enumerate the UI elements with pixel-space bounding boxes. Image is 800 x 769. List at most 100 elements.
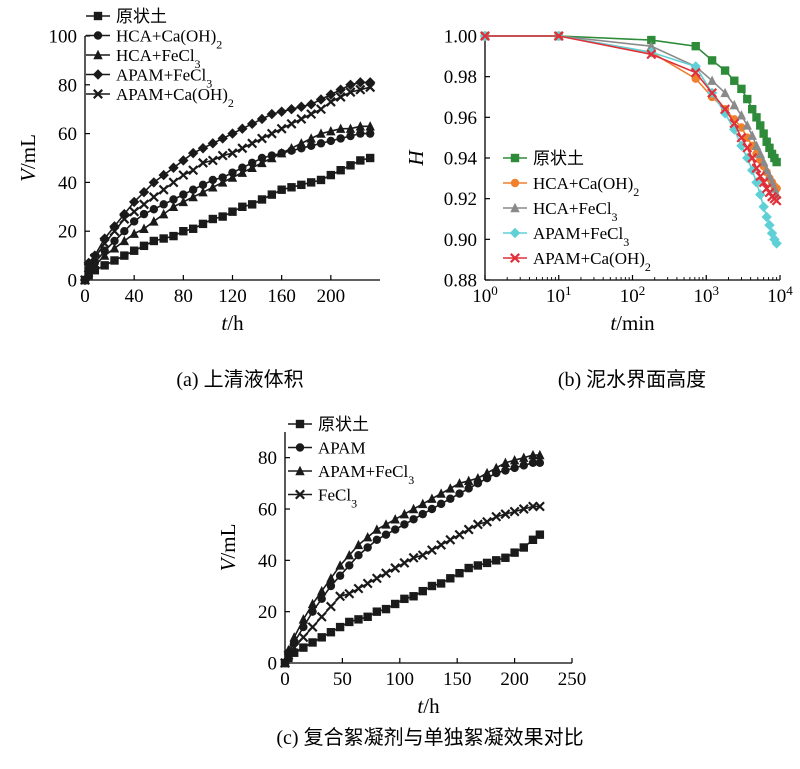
panel-a-series-2	[80, 129, 375, 285]
panel-a-series-4-point	[276, 106, 287, 117]
panel-b-series-4-point	[736, 140, 747, 151]
panel-a-series-5-point	[99, 238, 110, 249]
panel-b-series-3-point	[751, 140, 762, 150]
panel-c-series-2-point	[372, 535, 382, 544]
panel-c-series-1-point	[510, 548, 519, 557]
panel-a-series-3-point	[119, 235, 130, 246]
panel-b-series-1	[480, 31, 781, 167]
panel-a-series-5-point	[119, 214, 130, 224]
panel-b-y-tick-label: 1.00	[444, 27, 477, 48]
panel-a-legend-item: APAM+Ca(OH)2	[86, 85, 234, 110]
panel-a-series-3-point	[208, 182, 218, 192]
panel-b-legend-item: APAM+FeCl3	[503, 224, 629, 249]
panel-b-series-4-point	[771, 238, 782, 249]
panel-b-chart: 100 101 102 103 104 0.88 0.90 0.92 0.94 0.96 0.98 1…	[404, 27, 793, 392]
panel-c-series-4-point	[472, 519, 483, 530]
panel-a-legend-label: APAM+FeCl3	[116, 66, 212, 91]
panel-c-legend-label: APAM	[318, 439, 366, 458]
panel-b-series-1-line	[485, 35, 778, 163]
panel-b-series-4-point	[769, 234, 780, 245]
panel-a-y-tick-label: 60	[58, 124, 77, 145]
panel-c-series-4-point	[362, 578, 373, 589]
panel-a-series-4-point	[148, 177, 160, 188]
panel-a-series-3-point	[178, 196, 189, 207]
panel-a-series-5-point	[306, 109, 317, 120]
panel-a-series-2-point	[346, 131, 355, 141]
panel-a-legend-item: HCA+FeCl3	[86, 46, 201, 71]
panel-a-series-4-point	[355, 77, 366, 88]
panel-c-series-1-point	[436, 579, 446, 588]
panel-a-series-4-point	[197, 143, 209, 154]
panel-c-series-1-point	[317, 633, 326, 642]
panel-b-series-5-point	[553, 31, 564, 41]
panel-a-series-2-point	[365, 129, 375, 138]
panel-c-series-4-point	[325, 601, 336, 612]
panel-a-series-4-point	[207, 138, 219, 149]
panel-c-y-tick-label: 40	[258, 551, 277, 572]
panel-c-series-4-point	[289, 642, 300, 653]
panel-a-series-4	[79, 77, 376, 286]
panel-c-series-1-point	[354, 615, 363, 624]
panel-c-x-tick-label: 50	[333, 669, 352, 690]
panel-a-series-3-point	[247, 162, 257, 172]
panel-c-series-3-point	[500, 457, 511, 467]
panel-a-series-1-point	[149, 236, 159, 246]
panel-c-series-1-point	[501, 553, 510, 562]
panel-c-series-4-point	[335, 591, 346, 602]
panel-c-legend-item: APAM+FeCl3	[288, 462, 414, 487]
panel-a-chart: 0 40 80 120 160 200020406080100t/hV/mL原状土HCA+…	[16, 7, 380, 391]
panel-a-series-2-point	[159, 200, 168, 209]
panel-c-series-4-point	[316, 611, 327, 622]
panel-a-legend-label: 原状土	[116, 7, 167, 26]
panel-a-series-3-point	[286, 143, 297, 153]
panel-c-series-3-point	[509, 455, 520, 465]
panel-c-series-1-point	[482, 558, 492, 568]
panel-c-legend-swatch-marker	[295, 489, 305, 500]
panel-a-series-1-point	[120, 251, 129, 260]
panel-a-series-1-point	[208, 214, 218, 224]
panel-a-series-3-point	[296, 138, 307, 148]
panel-a-series-5-point	[345, 87, 356, 98]
panel-b-series-1-point	[759, 129, 768, 138]
panel-c-series-2-point	[455, 489, 464, 498]
panel-c-series-1-point	[326, 628, 336, 637]
panel-a-y-tick-label: 0	[68, 271, 78, 292]
panel-c-series-4-point	[534, 501, 545, 512]
panel-c-series-3-point	[381, 519, 391, 529]
panel-a-series-2-point	[198, 180, 208, 190]
panel-c-legend-swatch-marker	[295, 443, 305, 452]
panel-a-series-5-point	[247, 138, 258, 149]
panel-c-series-2-point	[381, 530, 391, 539]
panel-a-series-4-point	[296, 101, 307, 112]
panel-b-series-3-point	[720, 87, 730, 98]
panel-a-x-tick-label: 160	[267, 286, 296, 307]
panel-c-series-2-point	[427, 504, 437, 514]
panel-b-series-1-point	[762, 137, 771, 146]
panel-c-series-3-point	[344, 550, 354, 560]
panel-c-x-axis-label: t/h	[417, 694, 440, 718]
panel-a-series-5-point	[109, 226, 120, 237]
panel-b-series-4-point	[761, 211, 772, 223]
panel-c-series-1-point	[455, 568, 464, 578]
panel-c-series-4-point	[509, 506, 520, 517]
panel-b-series-3-point	[736, 110, 747, 120]
panel-a-series-4-point	[286, 104, 297, 115]
panel-c-series-1-point	[400, 594, 409, 604]
panel-c-series-1-point	[519, 543, 528, 552]
panel-a-series-5-point	[158, 184, 169, 195]
panel-b-series-3-point	[707, 75, 717, 85]
panel-a-series-3-point	[276, 147, 287, 158]
panel-c-series-2-point	[528, 458, 538, 467]
panel-b-legend-item: HCA+FeCl3	[503, 199, 618, 224]
panel-c-series-1-point	[391, 599, 400, 609]
panel-a-series-1	[80, 153, 375, 285]
panel-c-legend-item: 原状土	[288, 415, 369, 434]
panel-c-series-4-point	[518, 504, 529, 514]
panel-c-series-1-point	[464, 563, 473, 573]
panel-c-series-1-point	[409, 592, 418, 601]
panel-a-legend-item: 原状土	[86, 7, 167, 26]
panel-b-series-3-point	[646, 40, 657, 51]
panel-b-series-5-point	[742, 142, 753, 153]
panel-c-series-3-point	[473, 473, 483, 483]
